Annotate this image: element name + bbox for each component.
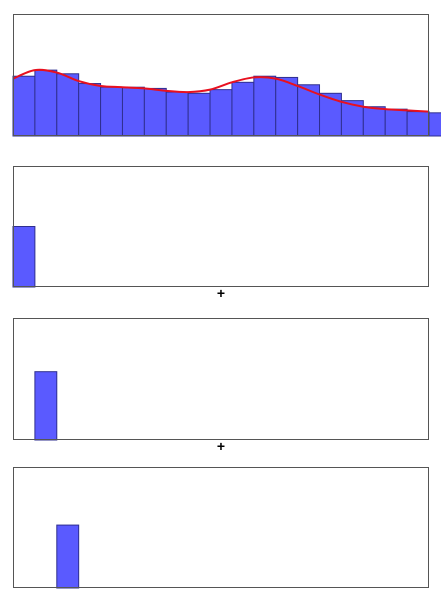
bar-1-10 xyxy=(209,89,233,137)
bar-1-4 xyxy=(78,83,102,137)
bar-1-7 xyxy=(143,87,167,137)
bar-1-15 xyxy=(319,92,342,137)
smooth-curve-1 xyxy=(12,68,430,113)
chart-panel-4 xyxy=(13,467,429,589)
plot-frame-2 xyxy=(13,166,429,287)
bar-1-11 xyxy=(231,81,255,137)
bar-1-1 xyxy=(12,75,36,137)
bar-4-3 xyxy=(56,524,80,589)
bar-3-2 xyxy=(34,371,58,441)
bar-1-3 xyxy=(56,73,80,137)
bar-1-6 xyxy=(121,86,145,137)
bar-1-2 xyxy=(34,69,58,137)
bar-1-13 xyxy=(275,76,299,137)
plot-frame-3 xyxy=(13,318,429,440)
bar-1-19 xyxy=(406,111,430,137)
bar-1-20 xyxy=(428,112,441,137)
chart-panels xyxy=(12,14,441,589)
plus-operator-1: + xyxy=(217,285,225,301)
bar-1-18 xyxy=(384,108,408,137)
chart-panel-1 xyxy=(12,14,441,137)
bar-1-9 xyxy=(187,92,211,137)
plot-frame-1 xyxy=(13,14,429,136)
bar-1-12 xyxy=(253,75,277,137)
bar-1-5 xyxy=(100,86,123,137)
plot-frame-4 xyxy=(13,467,429,588)
bar-2-1 xyxy=(12,226,36,288)
chart-panel-2 xyxy=(12,166,429,288)
bar-1-17 xyxy=(362,106,386,137)
plus-operator-2: + xyxy=(217,438,225,454)
chart-panel-3 xyxy=(13,318,429,441)
bar-1-8 xyxy=(165,91,189,137)
